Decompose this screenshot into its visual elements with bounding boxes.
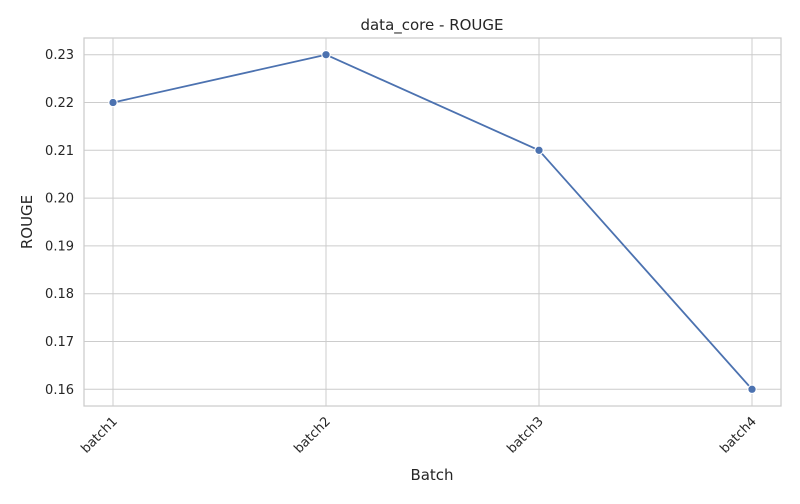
data-point [321, 49, 331, 60]
x-axis-ticks: batch1 batch2 batch3 batch4 [78, 414, 759, 456]
plot-frame [83, 37, 782, 407]
y-tick-label: 0.21 [45, 144, 74, 159]
series-line [112, 53, 753, 391]
y-tick-label: 0.20 [45, 192, 74, 207]
series-layer [108, 49, 757, 395]
y-axis-label: ROUGE [18, 195, 36, 249]
x-tick-label: batch4 [717, 414, 759, 456]
y-tick-label: 0.18 [45, 287, 74, 302]
x-tick-label: batch1 [78, 414, 120, 456]
y-axis-ticks: 0.16 0.17 0.18 0.19 0.20 0.21 0.22 0.23 [45, 48, 74, 398]
x-axis-label: Batch [410, 466, 453, 484]
data-point [108, 97, 118, 108]
x-tick-label: batch3 [504, 414, 546, 456]
chart-title: data_core - ROUGE [360, 16, 503, 35]
data-point [534, 145, 544, 156]
y-tick-label: 0.16 [45, 383, 74, 398]
grid-layer [84, 38, 781, 406]
y-tick-label: 0.19 [45, 239, 74, 254]
y-tick-label: 0.22 [45, 96, 74, 111]
y-tick-label: 0.23 [45, 48, 74, 63]
y-tick-label: 0.17 [45, 335, 74, 350]
x-tick-label: batch2 [291, 414, 333, 456]
data-point [747, 384, 757, 395]
